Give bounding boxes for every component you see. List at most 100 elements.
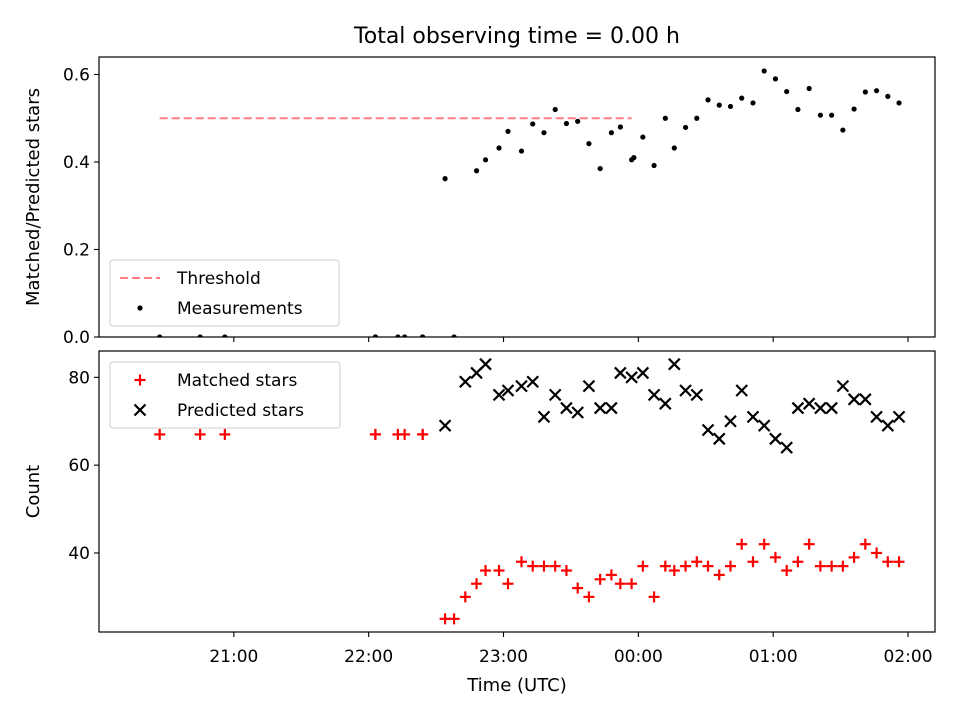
x-tick-label: 02:00 [884,647,933,667]
legend-label: Measurements [177,299,303,319]
axes-frame [98,56,936,338]
predicted-stars-point [724,414,737,428]
matched-stars-point [527,560,539,572]
predicted-stars-point [614,366,627,380]
measurement-point [694,115,700,121]
matched-stars-point [480,565,492,577]
x-tick-label: 23:00 [479,647,528,667]
matched-stars-point [837,560,849,572]
matched-stars-point [724,560,736,572]
measurement-point [896,100,902,106]
matched-stars-point [154,428,166,440]
measurement-point [817,112,823,118]
predicted-stars-point [593,401,607,415]
measurement-point [451,334,457,337]
matched-stars-point [792,556,804,568]
legend: Threshold Measurements [109,259,340,327]
y-tick-label: 0.6 [63,66,90,86]
matched-stars-point [219,428,231,440]
matched-stars-point [803,538,815,550]
measurement-point [402,334,408,337]
plot-area [154,357,906,625]
matched-stars-point [515,556,527,568]
y-tick-label: 80 [68,368,90,388]
measurement-point [541,130,547,136]
legend-predicted-swatch [133,403,147,417]
matched-stars-point [572,582,584,594]
measurement-point [530,121,536,127]
predicted-stars-point [746,410,760,424]
measurement-point [772,76,779,82]
matched-stars-point [747,556,759,568]
predicted-stars-point [892,410,906,424]
predicted-stars-point [881,419,895,432]
matched-stars-point [637,560,649,572]
x-tick-label: 00:00 [614,647,663,667]
legend-measurement-swatch [137,305,143,311]
matched-stars-point [583,591,595,603]
measurement-point [806,85,812,92]
predicted-stars-point [582,379,596,393]
measurement-point [482,157,489,163]
measurement-point [442,176,448,182]
measurement-point [705,97,711,103]
measurement-point [505,128,511,134]
matched-stars-point [502,578,514,590]
y-axis-label: Count [23,465,44,518]
predicted-stars-point [548,388,562,402]
matched-stars-point [626,578,638,590]
matched-stars-point [680,560,692,572]
matched-stars-point [614,578,626,590]
measurement-point [586,141,592,147]
plot-area [157,68,902,337]
y-tick-label: 0.2 [63,241,90,261]
measurement-point [631,155,637,161]
matched-stars-point [668,565,680,577]
measurement-point [862,89,868,95]
matched-stars-point [605,569,617,581]
measurement-point [608,130,614,136]
predicted-stars-point [836,379,850,393]
matched-stars-point [538,560,550,572]
predicted-stars-point [625,371,638,384]
predicted-stars-point [825,401,838,415]
measurement-point [682,124,689,131]
legend-box [109,361,341,429]
matched-stars-point [826,560,838,572]
matched-stars-point [194,428,206,440]
matched-stars-point [459,591,471,603]
predicted-stars-point [605,401,618,415]
matched-stars-point [713,569,725,581]
legend-label: Threshold [176,269,261,289]
matched-stars-point [702,560,714,572]
measurement-point [739,95,745,101]
measurement-point [885,93,891,99]
measurement-point [563,120,570,127]
predicted-stars-point [757,419,771,432]
predicted-stars-point [560,401,573,415]
y-tick-label: 60 [68,456,90,476]
legend-matched-swatch [134,374,146,386]
matched-stars-point [417,428,429,440]
matched-stars-point [736,538,748,550]
predicted-stars-point [802,397,816,410]
matched-stars-point [691,556,703,568]
measurement-point [420,334,426,337]
matched-stars-point [448,613,460,625]
predicted-stars-point [636,366,650,380]
measurement-point [761,68,767,74]
measurement-point [473,168,480,174]
y-tick-label: 0.0 [63,328,90,348]
matched-stars-point [859,538,871,550]
measurement-point [395,334,401,337]
matched-stars-point [560,565,572,577]
matched-stars-point [882,556,894,568]
matched-stars-point [871,547,883,559]
matched-stars-point [471,578,483,590]
matched-stars-point [848,551,860,563]
matched-stars-point [769,551,781,563]
predicted-stars-point [679,384,692,397]
predicted-stars-point [814,401,827,415]
x-tick-label: 22:00 [344,647,393,667]
measurement-point [197,334,203,337]
